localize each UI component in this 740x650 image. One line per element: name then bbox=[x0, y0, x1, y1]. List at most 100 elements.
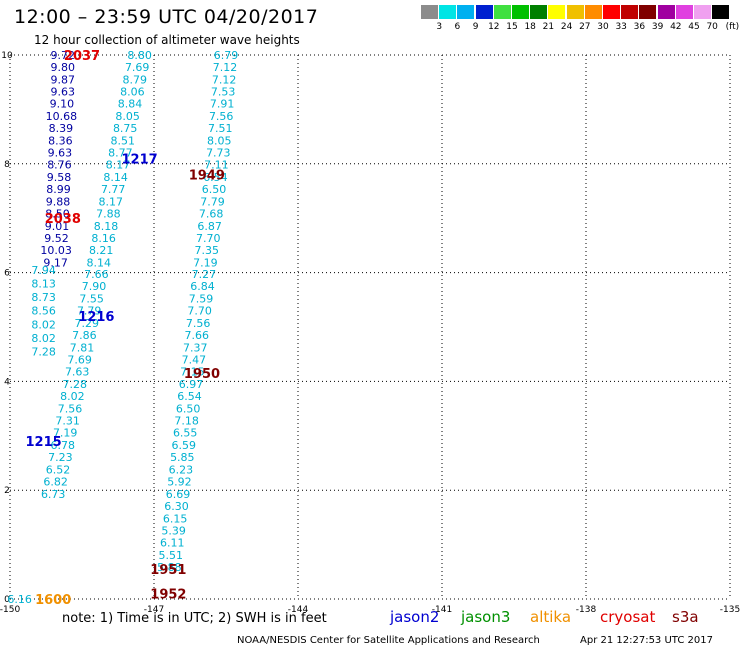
swh-data-point: 6.73 bbox=[41, 488, 66, 501]
swh-data-point: 7.53 bbox=[211, 85, 236, 98]
swh-data-point: 7.12 bbox=[212, 73, 237, 86]
swh-data-point: 9.80 bbox=[51, 61, 76, 74]
color-scale-swatch bbox=[457, 5, 475, 19]
swh-data-point: 8.99 bbox=[46, 183, 71, 196]
swh-data-point: 6.55 bbox=[173, 427, 198, 440]
y-tick-label: 4 bbox=[4, 377, 10, 387]
legend-s3a: s3a bbox=[672, 608, 699, 626]
swh-data-point: 7.18 bbox=[174, 415, 199, 428]
y-tick-label: 0 bbox=[4, 595, 10, 605]
footer-note: note: 1) Time is in UTC; 2) SWH is in fe… bbox=[62, 611, 327, 626]
color-scale-swatch bbox=[421, 5, 438, 19]
swh-data-point: 7.70 bbox=[187, 305, 212, 318]
swh-data-point: 9.72 bbox=[51, 49, 76, 62]
swh-data-point: 7.94 bbox=[31, 264, 56, 277]
swh-data-point: 8.14 bbox=[103, 171, 128, 184]
swh-data-point: 8.02 bbox=[60, 390, 85, 403]
swh-data-point: 7.35 bbox=[195, 244, 220, 257]
credit-line: NOAA/NESDIS Center for Satellite Applica… bbox=[237, 635, 540, 646]
swh-data-point: 7.81 bbox=[70, 342, 95, 355]
swh-data-point: 6.50 bbox=[202, 183, 227, 196]
color-scale-label: 21 bbox=[542, 22, 555, 32]
x-tick-label: -144 bbox=[288, 605, 309, 615]
color-scale-swatch bbox=[712, 5, 730, 19]
color-scale-label: 36 bbox=[633, 22, 646, 32]
swh-data-point: 8.77 bbox=[108, 146, 133, 159]
pass-time-label: 1217 bbox=[122, 152, 158, 167]
color-scale-label: 15 bbox=[506, 22, 518, 32]
chart-subtitle: 12 hour collection of altimeter wave hei… bbox=[34, 33, 300, 47]
swh-data-point: 7.15 bbox=[180, 366, 205, 379]
pass-time-label: 1950 bbox=[184, 367, 220, 382]
swh-data-point: 6.52 bbox=[46, 464, 71, 477]
x-tick-label: -150 bbox=[0, 605, 20, 615]
swh-data-point: 6.23 bbox=[169, 464, 194, 477]
x-tick-label: -141 bbox=[432, 605, 452, 615]
swh-data-point: 10.68 bbox=[46, 110, 78, 123]
color-scale-label: 45 bbox=[688, 22, 700, 32]
swh-data-point: 8.76 bbox=[47, 158, 72, 171]
swh-data-point: 7.12 bbox=[213, 61, 238, 74]
swh-data-point: 7.91 bbox=[210, 97, 235, 110]
swh-data-point: 8.02 bbox=[31, 332, 56, 345]
swh-data-point: 5.92 bbox=[167, 475, 192, 488]
color-scale-unit: (ft) bbox=[725, 22, 740, 32]
pass-time-label: 2038 bbox=[45, 212, 81, 227]
swh-data-point: 7.59 bbox=[189, 293, 214, 306]
swh-data-point: 9.01 bbox=[45, 220, 70, 233]
color-scale-label: 39 bbox=[651, 22, 664, 32]
swh-data-point: 7.86 bbox=[72, 329, 97, 342]
color-scale-label: 24 bbox=[560, 22, 573, 32]
x-tick-label: -147 bbox=[144, 605, 164, 615]
swh-data-point: 7.70 bbox=[196, 232, 221, 245]
swh-data-point: 5.85 bbox=[170, 451, 195, 464]
color-scale-swatch bbox=[603, 5, 620, 19]
color-scale-swatch bbox=[675, 5, 693, 19]
color-scale-swatch bbox=[584, 5, 602, 19]
y-tick-label: 8 bbox=[4, 160, 10, 170]
swh-data-point: 8.80 bbox=[127, 49, 152, 62]
swh-data-point: 7.56 bbox=[209, 110, 234, 123]
swh-data-point: 7.77 bbox=[101, 183, 126, 196]
swh-data-point: 9.17 bbox=[43, 256, 68, 269]
swh-data-point: 8.05 bbox=[115, 110, 140, 123]
swh-data-point: 6.69 bbox=[166, 488, 191, 501]
swh-data-point: 8.36 bbox=[48, 134, 73, 147]
swh-data-point: 6.30 bbox=[164, 500, 189, 513]
swh-data-point: 6.87 bbox=[197, 220, 222, 233]
color-scale-label: 70 bbox=[706, 22, 718, 32]
swh-data-point: 6.54 bbox=[203, 171, 228, 184]
swh-data-point: 7.19 bbox=[53, 427, 78, 440]
swh-data-point: 7.55 bbox=[79, 293, 104, 306]
swh-data-point: 8.17 bbox=[99, 195, 124, 208]
swh-data-point: 7.66 bbox=[84, 268, 109, 281]
swh-data-point: 9.63 bbox=[48, 146, 73, 159]
swh-data-point: 8.05 bbox=[207, 134, 232, 147]
pass-time-label: 1951 bbox=[150, 563, 186, 578]
swh-data-point: 7.19 bbox=[193, 256, 218, 269]
color-scale-swatch bbox=[639, 5, 657, 19]
color-scale-label: 27 bbox=[579, 22, 591, 32]
swh-data-point: 8.73 bbox=[31, 291, 56, 304]
swh-data-point: 6.82 bbox=[43, 475, 68, 488]
swh-data-point: 7.11 bbox=[204, 158, 229, 171]
swh-data-point: 5.51 bbox=[159, 549, 184, 562]
swh-data-point: 7.73 bbox=[206, 146, 231, 159]
color-scale-swatch bbox=[566, 5, 584, 19]
swh-data-point: 8.79 bbox=[123, 73, 148, 86]
color-scale-swatch bbox=[493, 5, 511, 19]
legend-jason2: jason2 bbox=[390, 608, 440, 626]
swh-data-point: 7.51 bbox=[208, 122, 233, 135]
swh-data-point: 7.28 bbox=[63, 378, 88, 391]
color-scale-label: 6 bbox=[454, 22, 461, 32]
swh-data-point: 6.16 bbox=[7, 593, 32, 606]
y-tick-label: 2 bbox=[4, 486, 10, 496]
swh-data-point: 8.75 bbox=[113, 122, 138, 135]
swh-data-point: 10.03 bbox=[40, 244, 72, 257]
swh-data-point: 9.63 bbox=[51, 85, 76, 98]
swh-data-point: 6.15 bbox=[163, 512, 188, 525]
pass-time-label: 1216 bbox=[78, 310, 114, 325]
color-scale-label: 12 bbox=[488, 22, 500, 32]
swh-data-point: 7.56 bbox=[58, 403, 83, 416]
